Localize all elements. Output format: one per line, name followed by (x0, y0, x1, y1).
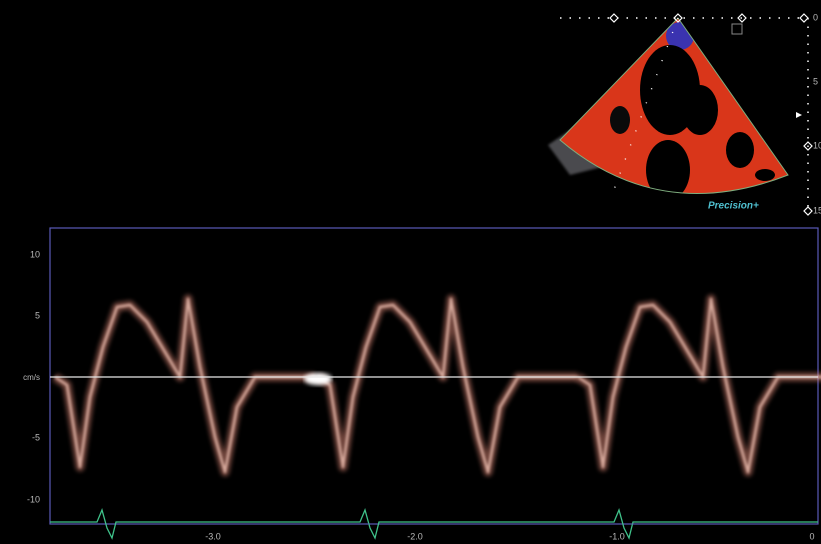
y-label: -10 (27, 494, 40, 504)
depth-label: 15 (813, 205, 821, 215)
depth-label: 10 (813, 140, 821, 150)
logo: Precision+ (708, 201, 759, 212)
x-label: -3.0 (205, 531, 221, 541)
sector-image (548, 13, 813, 216)
x-label: 0 (809, 531, 814, 541)
ecg-trace (50, 508, 818, 540)
y-label: 5 (35, 310, 40, 320)
waveform-core (577, 297, 821, 474)
depth-label: 5 (813, 76, 818, 86)
ecg-line (50, 508, 818, 540)
waveform-core (54, 297, 315, 474)
y-label: 10 (30, 249, 40, 259)
y-label: cm/s (23, 373, 40, 382)
x-label: -1.0 (609, 531, 625, 541)
doppler-waveform (50, 294, 821, 477)
x-label: -2.0 (407, 531, 423, 541)
waveform-core (317, 297, 578, 474)
y-label: -5 (32, 432, 40, 442)
depth-label: 0 (813, 12, 818, 22)
